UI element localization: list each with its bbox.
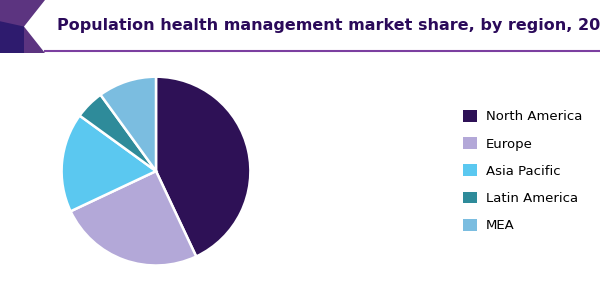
Wedge shape [71,171,196,266]
Polygon shape [0,21,24,53]
Wedge shape [80,95,156,171]
Legend: North America, Europe, Asia Pacific, Latin America, MEA: North America, Europe, Asia Pacific, Lat… [458,104,587,238]
Wedge shape [156,77,250,257]
Wedge shape [62,116,156,211]
Text: Population health management market share, by region, 2016 (%): Population health management market shar… [57,18,600,33]
Polygon shape [0,0,45,53]
Wedge shape [101,77,156,171]
